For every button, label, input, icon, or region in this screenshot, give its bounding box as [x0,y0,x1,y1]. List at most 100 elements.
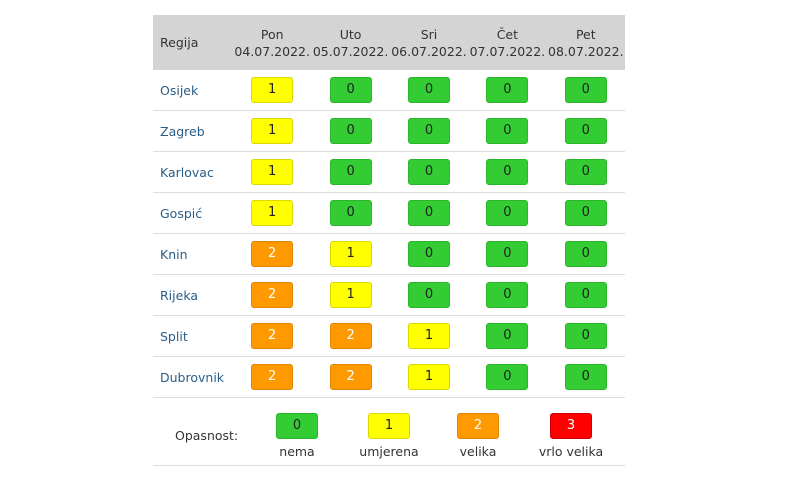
danger-level-badge: 0 [564,77,607,103]
legend-item-very-high: 3 vrlo velika [531,413,611,459]
danger-cell: 0 [389,110,469,152]
danger-cell: 2 [233,274,312,316]
table-row: Knin 2 1 0 0 0 [153,233,625,275]
danger-cell: 0 [546,233,625,275]
region-link[interactable]: Dubrovnik [160,369,225,385]
fire-danger-table-container: Regija Pon 04.07.2022. Uto 05.07.2022. Sri… [153,15,625,398]
day-name: Čet [496,26,519,42]
danger-cell: 0 [546,70,625,111]
column-header-region: Regija [153,15,233,70]
region-cell: Gospić [153,192,233,234]
table-row: Dubrovnik 2 2 1 0 0 [153,356,625,398]
danger-level-badge: 1 [251,159,294,185]
danger-level-badge: 0 [486,282,529,308]
danger-level-badge: 0 [486,200,529,226]
danger-cell: 0 [468,315,547,357]
danger-cell: 0 [546,356,625,398]
legend-item-high: 2 velika [438,413,518,459]
danger-cell: 1 [233,110,312,152]
danger-cell: 0 [468,233,547,275]
danger-level-badge: 0 [564,200,607,226]
danger-cell: 0 [468,274,547,316]
danger-level-badge: 2 [251,282,294,308]
region-link[interactable]: Karlovac [160,164,214,180]
danger-cell: 0 [468,151,547,193]
region-cell: Karlovac [153,151,233,193]
legend-text: umjerena [359,444,419,459]
danger-level-badge: 1 [407,323,450,349]
column-header-day: Pon 04.07.2022. [233,15,312,70]
danger-level-badge: 2 [251,323,294,349]
danger-level-badge: 0 [564,323,607,349]
danger-level-badge: 0 [407,200,450,226]
region-link[interactable]: Zagreb [160,123,205,139]
danger-cell: 0 [546,274,625,316]
table-row: Osijek 1 0 0 0 0 [153,70,625,111]
danger-cell: 0 [546,315,625,357]
column-header-day: Čet 07.07.2022. [468,15,547,70]
danger-level-badge: 0 [407,159,450,185]
day-date: 05.07.2022. [312,43,389,59]
day-date: 07.07.2022. [469,43,546,59]
danger-cell: 0 [389,151,469,193]
danger-level-badge: 0 [407,77,450,103]
danger-level-badge: 0 [486,364,529,390]
danger-cell: 0 [468,70,547,111]
danger-level-badge: 0 [407,282,450,308]
danger-level-badge: 1 [251,118,294,144]
danger-level-badge: 0 [407,118,450,144]
legend-badge: 1 [368,413,410,439]
table-row: Gospić 1 0 0 0 0 [153,192,625,234]
day-name: Pet [575,26,596,42]
column-header-day: Pet 08.07.2022. [546,15,625,70]
danger-cell: 0 [311,110,390,152]
day-date: 04.07.2022. [234,43,310,59]
region-cell: Knin [153,233,233,275]
day-name: Uto [339,26,362,42]
table-header-row: Regija Pon 04.07.2022. Uto 05.07.2022. Sri… [153,15,625,70]
danger-cell: 0 [389,274,469,316]
danger-cell: 2 [233,356,312,398]
day-name: Sri [420,26,438,42]
danger-legend: Opasnost: 0 nema 1 umjerena 2 velika 3 v… [153,399,625,466]
region-link[interactable]: Knin [160,246,188,262]
legend-text: velika [459,444,497,459]
danger-level-badge: 0 [486,323,529,349]
danger-cell: 0 [468,110,547,152]
danger-level-badge: 2 [251,241,294,267]
region-link[interactable]: Split [160,328,188,344]
fire-danger-table: Regija Pon 04.07.2022. Uto 05.07.2022. Sri… [153,15,625,398]
danger-cell: 1 [233,151,312,193]
danger-level-badge: 1 [251,200,294,226]
region-link[interactable]: Gospić [160,205,203,221]
region-cell: Rijeka [153,274,233,316]
legend-label: Opasnost: [175,428,239,443]
danger-cell: 0 [311,70,390,111]
danger-level-badge: 2 [329,364,372,390]
danger-cell: 1 [311,233,390,275]
legend-item-none: 0 nema [257,413,337,459]
danger-level-badge: 0 [564,118,607,144]
danger-level-badge: 2 [251,364,294,390]
danger-cell: 0 [468,356,547,398]
danger-level-badge: 0 [564,241,607,267]
danger-level-badge: 0 [564,364,607,390]
danger-level-badge: 1 [329,282,372,308]
column-header-day: Uto 05.07.2022. [311,15,390,70]
legend-badge: 0 [276,413,318,439]
danger-level-badge: 0 [564,159,607,185]
danger-cell: 0 [546,151,625,193]
danger-level-badge: 0 [486,159,529,185]
region-link[interactable]: Rijeka [160,287,199,303]
day-date: 08.07.2022. [548,43,624,59]
danger-level-badge: 1 [251,77,294,103]
danger-cell: 2 [233,233,312,275]
table-row: Rijeka 2 1 0 0 0 [153,274,625,316]
danger-cell: 0 [468,192,547,234]
region-link[interactable]: Osijek [160,82,199,98]
region-cell: Osijek [153,70,233,111]
danger-level-badge: 0 [486,241,529,267]
legend-item-moderate: 1 umjerena [349,413,429,459]
danger-cell: 2 [311,315,390,357]
legend-badge: 3 [550,413,592,439]
